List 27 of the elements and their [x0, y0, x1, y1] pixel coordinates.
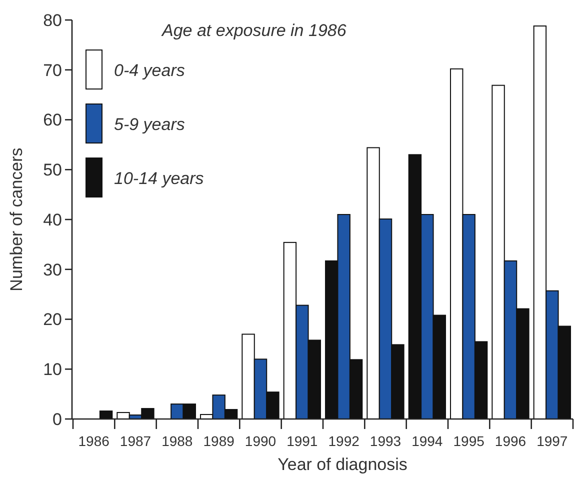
x-tick-label: 1990 — [244, 433, 276, 449]
x-tick-label: 1991 — [286, 433, 318, 449]
y-tick-label: 70 — [43, 60, 62, 80]
legend-label: 10-14 years — [114, 168, 204, 188]
legend-title: Age at exposure in 1986 — [161, 21, 347, 40]
x-tick-label: 1992 — [328, 433, 360, 449]
x-tick-label: 1989 — [203, 433, 235, 449]
y-tick-label: 50 — [43, 160, 62, 180]
y-tick-label: 20 — [43, 310, 62, 330]
legend-label: 0-4 years — [114, 60, 186, 80]
y-axis-title: Number of cancers — [7, 148, 26, 292]
x-tick-label: 1997 — [536, 433, 568, 449]
x-axis-title: Year of diagnosis — [278, 455, 408, 474]
x-tick-label: 1996 — [494, 433, 526, 449]
x-tick-label: 1986 — [78, 433, 110, 449]
y-tick-label: 60 — [43, 110, 62, 130]
x-tick-label: 1987 — [120, 433, 152, 449]
x-tick-label: 1994 — [412, 433, 443, 449]
x-tick-label: 1988 — [162, 433, 193, 449]
x-tick-label: 1993 — [370, 433, 402, 449]
y-tick-label: 0 — [52, 410, 62, 429]
y-tick-label: 40 — [43, 210, 62, 230]
y-tick-label: 80 — [43, 10, 62, 30]
legend-label: 5-9 years — [114, 114, 186, 134]
y-tick-label: 10 — [43, 360, 62, 380]
y-tick-label: 30 — [43, 260, 62, 280]
x-tick-label: 1995 — [453, 433, 485, 449]
